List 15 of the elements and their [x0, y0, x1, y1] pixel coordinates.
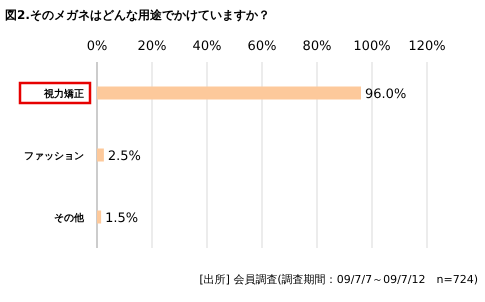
x-tick-label: 80% [302, 39, 332, 54]
data-label: 2.5% [108, 149, 141, 164]
y-tick-label: その他 [54, 212, 85, 224]
x-tick-label: 0% [86, 39, 108, 54]
x-tick-label: 20% [138, 39, 166, 54]
x-tick-label: 120% [408, 39, 446, 54]
data-label: 1.5% [105, 211, 138, 226]
x-tick-label: 100% [353, 39, 391, 54]
x-tick-label: 60% [248, 39, 276, 54]
x-tick-label: 40% [192, 39, 222, 54]
data-label: 96.0% [365, 87, 406, 102]
y-tick-label: ファッション [24, 151, 84, 162]
y-tick-label: 視力矯正 [43, 88, 84, 100]
text: [出所] 会員調査(調査期間：09/7/7～09/7/12 n=724) [199, 273, 478, 286]
chart-title: 図2.そのメガネはどんな用途でかけていますか？ [5, 8, 270, 22]
